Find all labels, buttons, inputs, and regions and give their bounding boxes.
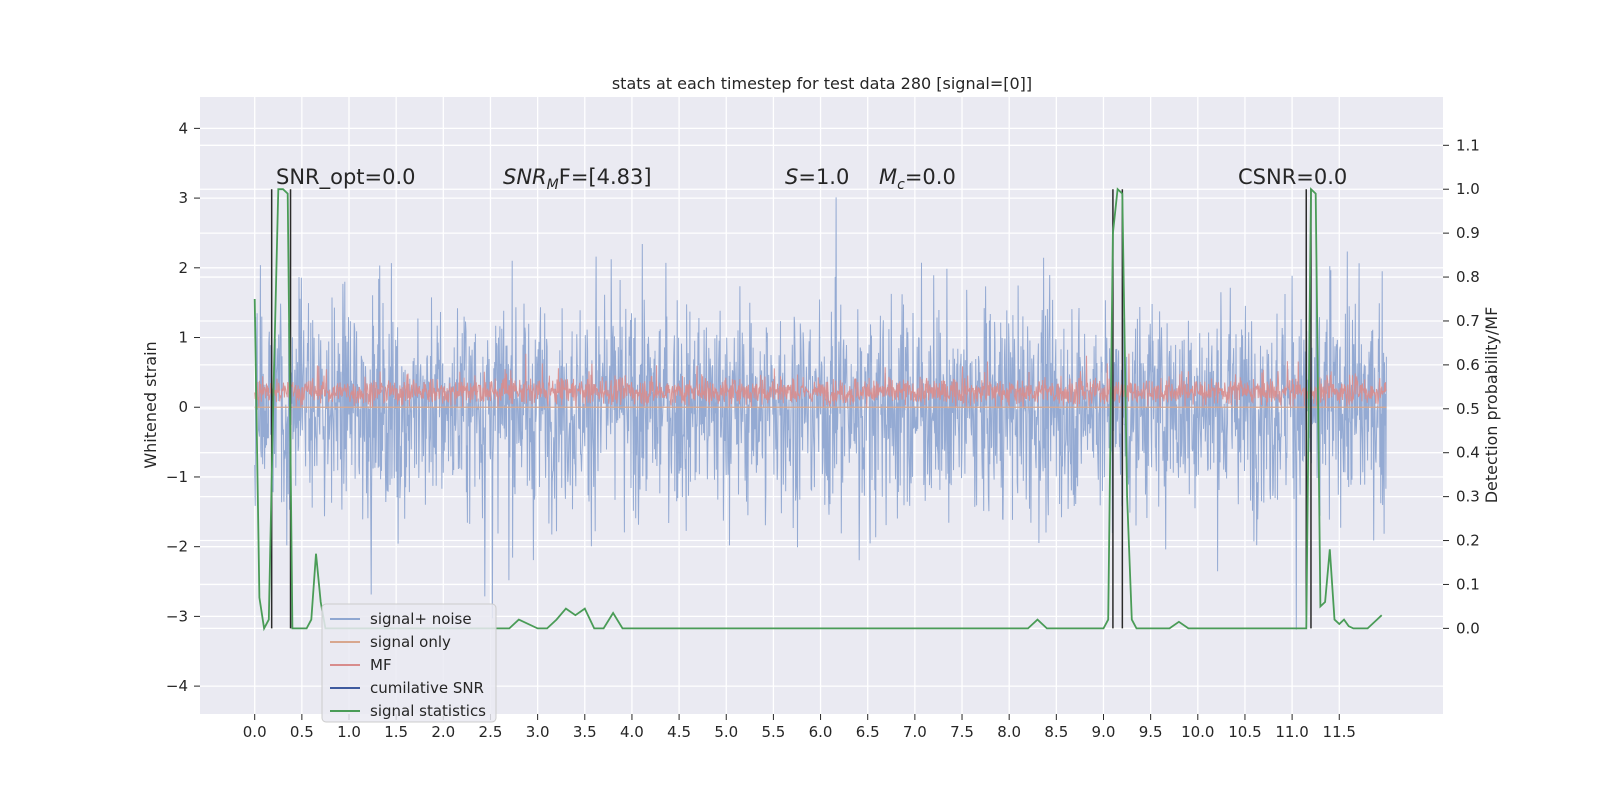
x-tick-label: 7.0 <box>903 723 927 741</box>
y-tick-label: 1 <box>178 329 188 347</box>
y2-tick-label: 0.7 <box>1456 312 1480 330</box>
legend-label: signal+ noise <box>370 610 472 628</box>
mf-line <box>254 353 1387 408</box>
legend-items: signal+ noise signal only MF cumilative SNR… <box>330 610 486 720</box>
x-tick-label: 1.0 <box>337 723 361 741</box>
x-tick-label: 5.0 <box>714 723 738 741</box>
y-tick-label: −3 <box>166 607 188 625</box>
y-tick-label: 2 <box>178 259 188 277</box>
chart-title: stats at each timestep for test data 280… <box>612 74 1032 93</box>
legend-label: MF <box>370 656 392 674</box>
x-tick-label: 6.5 <box>856 723 880 741</box>
legend: signal+ noise signal only MF cumilative SNR… <box>321 603 497 723</box>
legend-label: signal only <box>370 633 451 651</box>
x-tick-label: 3.5 <box>573 723 597 741</box>
annotation-mc-value: =0.0 <box>905 165 956 189</box>
x-tick-label: 5.5 <box>761 723 785 741</box>
x-tick-label: 4.0 <box>620 723 644 741</box>
annotation-s-value: =1.0 <box>798 165 849 189</box>
y2-tick-label: 1.0 <box>1456 180 1480 198</box>
y-tick-label: 3 <box>178 189 188 207</box>
legend-box <box>321 603 497 723</box>
y2-tick-label: 0.1 <box>1456 575 1480 593</box>
legend-label: signal statistics <box>370 702 486 720</box>
annotation-s: S=1.0 <box>785 165 849 189</box>
x-tick-label: 1.5 <box>384 723 408 741</box>
x-tick-label: 11.0 <box>1275 723 1308 741</box>
x-tick-label: 9.5 <box>1139 723 1163 741</box>
y2-tick-label: 0.6 <box>1456 356 1480 374</box>
y2-tick-label: 0.9 <box>1456 224 1480 242</box>
y-tick-label: −4 <box>166 677 188 695</box>
signal-statistics-line <box>253 187 1383 632</box>
y2-tick-label: 0.8 <box>1456 268 1480 286</box>
y2-tick-label: 0.0 <box>1456 619 1480 637</box>
y2-tick-label: 1.1 <box>1456 136 1480 154</box>
annotation-mc-name: M <box>879 165 897 189</box>
x-tick-label: 0.0 <box>243 723 267 741</box>
x-tick-label: 7.5 <box>950 723 974 741</box>
annotation-mc: Mc=0.0 <box>879 165 956 193</box>
x-tick-label: 0.5 <box>290 723 314 741</box>
annotation-snr-mf: SNRMF=[4.83] <box>503 165 652 193</box>
annotation-snr-mf-sub: M <box>547 177 559 193</box>
y2-tick-label: 0.5 <box>1456 400 1480 418</box>
y-tick-label: −2 <box>166 538 188 556</box>
x-tick-label: 6.0 <box>809 723 833 741</box>
x-tick-label: 10.0 <box>1181 723 1214 741</box>
y2-tick-label: 0.4 <box>1456 444 1480 462</box>
y-axis-label: Whitened strain <box>141 341 160 468</box>
signal-noise-line <box>254 197 1387 630</box>
x-tick-label: 8.5 <box>1044 723 1068 741</box>
annotation-s-name: S <box>785 165 798 189</box>
axes: 0.0 0.5 1.0 1.5 2.0 2.5 3.0 3.5 4.0 4.5 5.0 5.5 6.0 6… <box>166 119 1480 741</box>
series-layer <box>253 187 1387 632</box>
x-tick-label: 9.0 <box>1092 723 1116 741</box>
x-tick-label: 8.0 <box>997 723 1021 741</box>
x-tick-label: 11.5 <box>1323 723 1356 741</box>
x-tick-label: 2.5 <box>479 723 503 741</box>
y2-tick-label: 0.2 <box>1456 532 1480 550</box>
annotation-mc-sub: c <box>897 177 905 193</box>
annotations: SNR_opt=0.0 SNRMF=[4.83] S=1.0 Mc=0.0 CS… <box>276 165 1347 193</box>
annotation-snr-mf-base: SNR <box>503 165 547 189</box>
y2-tick-label: 0.3 <box>1456 488 1480 506</box>
x-tick-label: 10.5 <box>1228 723 1261 741</box>
x-tick-label: 4.5 <box>667 723 691 741</box>
annotation-csnr: CSNR=0.0 <box>1238 165 1347 189</box>
y-tick-label: 4 <box>178 119 188 137</box>
x-tick-label: 3.0 <box>526 723 550 741</box>
y2-axis-label: Detection probability/MF <box>1482 307 1501 504</box>
legend-label: cumilative SNR <box>370 679 484 697</box>
y-tick-label: 0 <box>178 398 188 416</box>
annotation-snr-mf-tail: F=[4.83] <box>559 165 652 189</box>
x-tick-label: 2.0 <box>431 723 455 741</box>
annotation-snr-opt: SNR_opt=0.0 <box>276 165 416 190</box>
y-tick-label: −1 <box>166 468 188 486</box>
